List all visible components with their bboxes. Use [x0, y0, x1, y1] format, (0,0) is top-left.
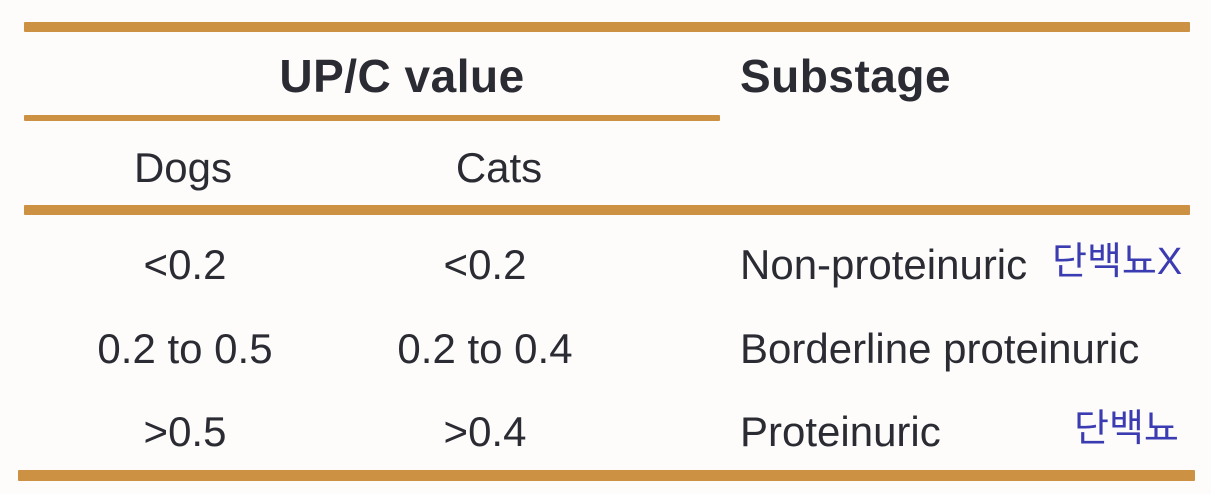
- substage-label: Borderline proteinuric: [740, 325, 1140, 372]
- dogs-upc-value: 0.2 to 0.5: [97, 325, 273, 372]
- column-header-dogs: Dogs: [133, 144, 233, 191]
- korean-annotation: 단백뇨: [1074, 408, 1179, 450]
- table-top-rule: [24, 22, 1190, 32]
- header-bottom-rule: [24, 205, 1190, 215]
- cats-upc-value: >0.4: [443, 408, 527, 455]
- korean-annotation: 단백뇨X: [1052, 241, 1183, 283]
- column-header-substage: Substage: [740, 50, 952, 102]
- substage-label: Proteinuric: [740, 408, 941, 455]
- substage-label: Non-proteinuric: [740, 241, 1028, 288]
- cats-upc-value: <0.2: [443, 241, 527, 288]
- dogs-upc-value: >0.5: [143, 408, 227, 455]
- column-header-cats: Cats: [455, 144, 543, 191]
- upc-group-underline: [24, 115, 720, 121]
- dogs-upc-value: <0.2: [143, 241, 227, 288]
- cats-upc-value: 0.2 to 0.4: [397, 325, 573, 372]
- column-group-header-upc-value: UP/C value: [279, 50, 525, 102]
- table-bottom-rule: [18, 470, 1195, 481]
